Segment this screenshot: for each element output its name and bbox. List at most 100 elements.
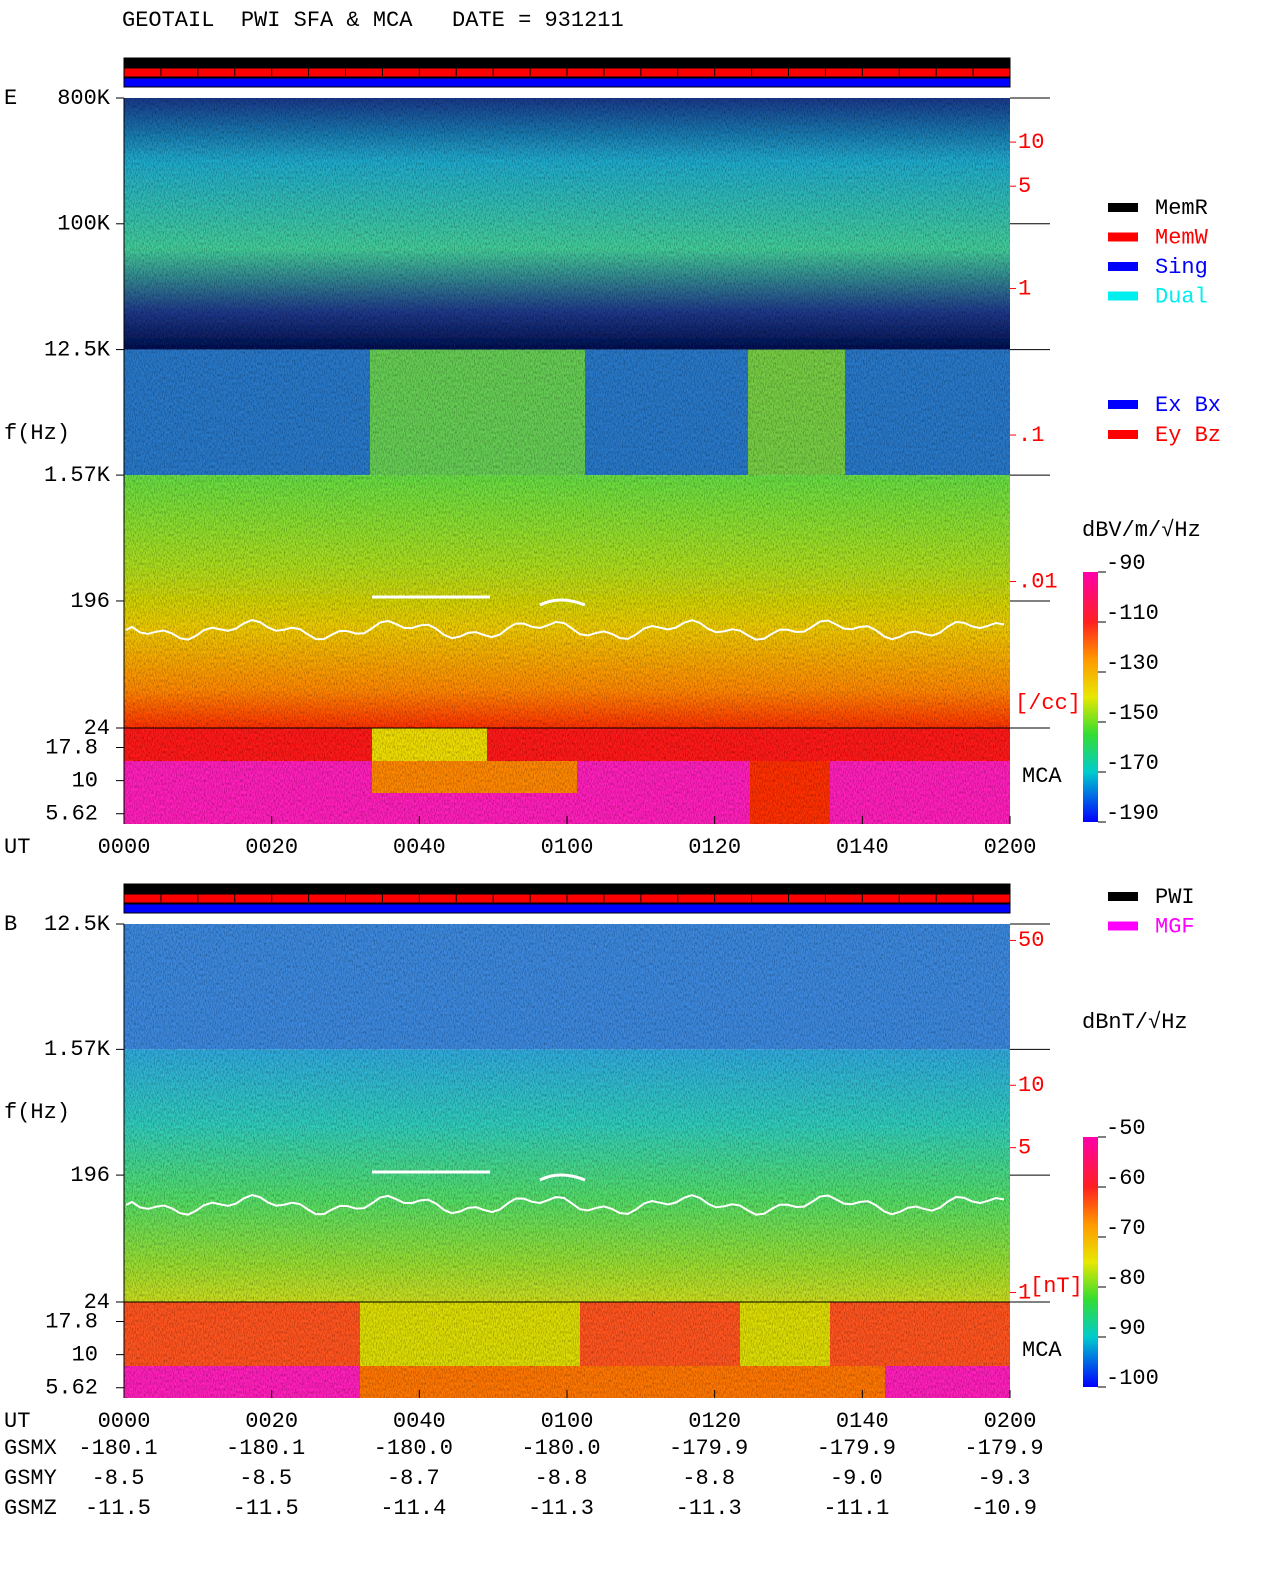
x-axis-label: UT	[4, 1409, 30, 1434]
y2-tick-label: 10	[1018, 1073, 1044, 1098]
spectrogram-band	[740, 1302, 830, 1366]
x-tick-label: 0040	[393, 1409, 446, 1434]
orbit-value: -180.0	[374, 1436, 453, 1461]
orbit-value: -8.8	[535, 1466, 588, 1491]
colorbar-tick-label: -80	[1106, 1266, 1146, 1291]
spectrogram-band	[748, 349, 845, 476]
x-tick-label: 0140	[836, 1409, 889, 1434]
spectrogram	[124, 98, 1010, 824]
orbit-value: -9.3	[978, 1466, 1031, 1491]
legend-swatch	[1108, 262, 1138, 271]
y-tick-label: 100K	[57, 212, 111, 237]
spectrogram-band	[124, 728, 1010, 761]
colorbar-tick-label: -110	[1106, 601, 1159, 626]
legend-label: Dual	[1155, 284, 1208, 309]
colorbar-tick-label: -50	[1106, 1116, 1146, 1141]
spectrogram-band	[360, 1366, 885, 1398]
spectrogram-band	[124, 98, 1010, 350]
orbit-label: GSMX	[4, 1436, 57, 1461]
colorbar-tick-label: -70	[1106, 1216, 1146, 1241]
colorbar-tick-label: -190	[1106, 801, 1159, 826]
x-tick-label: 0100	[541, 1409, 594, 1434]
orbit-value: -179.9	[964, 1436, 1043, 1461]
mca-label: MCA	[1022, 1338, 1062, 1363]
spectrogram-band	[750, 761, 830, 824]
x-tick-label: 0020	[245, 1409, 298, 1434]
y2-unit: [/cc]	[1015, 691, 1081, 716]
y-tick-label: 196	[70, 1163, 110, 1188]
y-tick-label: 800K	[57, 86, 111, 111]
orbit-value: -11.3	[676, 1496, 742, 1521]
trace	[125, 618, 1005, 641]
colorbar-tick-label: -90	[1106, 1316, 1146, 1341]
y2-tick-label: 1	[1018, 276, 1031, 301]
legend-label: Ex Bx	[1155, 393, 1221, 418]
status-bar	[123, 77, 1011, 88]
legend-label: MemR	[1155, 196, 1208, 221]
y2-tick-label: 5	[1018, 1135, 1031, 1160]
colorbar	[1083, 1137, 1098, 1387]
legend-label: Ey Bz	[1155, 423, 1221, 448]
colorbar-tick-label: -170	[1106, 751, 1159, 776]
trace	[372, 595, 586, 607]
legend-label: Sing	[1155, 255, 1208, 280]
legend-label: PWI	[1155, 885, 1195, 910]
trace	[372, 1170, 586, 1182]
orbit-value: -180.1	[78, 1436, 157, 1461]
orbit-value: -180.1	[226, 1436, 305, 1461]
orbit-value: -8.8	[682, 1466, 735, 1491]
component-label: E	[4, 86, 17, 111]
legend-swatch	[1108, 921, 1138, 931]
legend-label: MemW	[1155, 225, 1209, 250]
orbit-label: GSMZ	[4, 1496, 57, 1521]
status-bar	[123, 883, 1011, 894]
legend-swatch	[1108, 430, 1138, 439]
colorbar	[1083, 572, 1098, 822]
y-tick-label: 196	[70, 589, 110, 614]
legend-swatch	[1108, 892, 1138, 901]
x-tick-label: 0200	[984, 835, 1037, 860]
x-tick-label: 0000	[98, 1409, 151, 1434]
orbit-value: -10.9	[971, 1496, 1037, 1521]
y-tick-label: 1.57K	[44, 1037, 111, 1062]
x-tick-label: 0120	[688, 1409, 741, 1434]
y-tick-label: 24	[84, 1290, 110, 1315]
trace	[125, 1193, 1005, 1216]
mca-tick-label: 5.62	[45, 802, 98, 827]
spectrogram-band	[372, 728, 487, 761]
x-tick-label: 0040	[393, 835, 446, 860]
mca-tick-label: 10	[72, 768, 98, 793]
x-tick-label: 0120	[688, 835, 741, 860]
mca-label: MCA	[1022, 764, 1062, 789]
colorbar-tick-label: -150	[1106, 701, 1159, 726]
orbit-value: -179.9	[669, 1436, 748, 1461]
colorbar-tick-label: -90	[1106, 551, 1146, 576]
y2-tick-label: .1	[1018, 423, 1044, 448]
colorbar-label: dBnT/√Hz	[1082, 1010, 1188, 1035]
y-tick-label: 1.57K	[44, 463, 111, 488]
spectrogram-band	[360, 1302, 580, 1366]
y2-tick-label: 5	[1018, 174, 1031, 199]
y2-unit: [nT]	[1030, 1274, 1083, 1299]
orbit-value: -179.9	[817, 1436, 896, 1461]
legend-swatch	[1108, 291, 1138, 301]
x-axis-label: UT	[4, 835, 30, 860]
colorbar-tick-label: -130	[1106, 651, 1159, 676]
colorbar-tick-label: -100	[1106, 1366, 1159, 1391]
x-tick-label: 0020	[245, 835, 298, 860]
colorbar-label: dBV/m/√Hz	[1082, 518, 1201, 543]
y-axis-label: f(Hz)	[4, 1100, 70, 1125]
orbit-value: -8.5	[92, 1466, 145, 1491]
y2-tick-label: 10	[1018, 130, 1044, 155]
y2-tick-label: 50	[1018, 928, 1044, 953]
x-tick-label: 0000	[98, 835, 151, 860]
orbit-value: -11.1	[823, 1496, 889, 1521]
orbit-value: -11.5	[85, 1496, 151, 1521]
mca-tick-label: 5.62	[45, 1376, 98, 1401]
spectrogram	[124, 924, 1010, 1398]
x-tick-label: 0200	[984, 1409, 1037, 1434]
orbit-value: -8.5	[239, 1466, 292, 1491]
orbit-label: GSMY	[4, 1466, 57, 1491]
mca-tick-label: 10	[72, 1342, 98, 1367]
